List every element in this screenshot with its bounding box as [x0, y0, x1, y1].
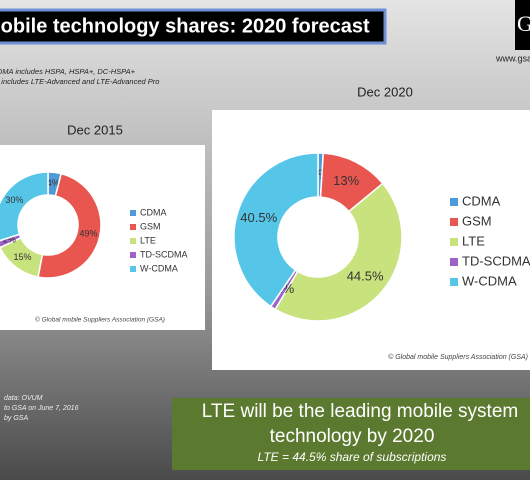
- value-label: 49%: [79, 228, 97, 238]
- slide-title: Mobile technology shares: 2020 forecast: [0, 15, 370, 37]
- value-label: 15%: [14, 252, 32, 262]
- callout-sub: LTE = 44.5% share of subscriptions: [258, 450, 447, 464]
- donut-slice: [37, 172, 102, 279]
- value-label: 44.5%: [347, 269, 384, 284]
- note: W-CDMA includes HSPA, HSPA+, DC-HSPA+: [0, 67, 136, 76]
- value-label: 13%: [333, 173, 359, 188]
- legend-swatch: [450, 198, 458, 206]
- credit: © Global mobile Suppliers Association (G…: [35, 316, 165, 324]
- legend-label: W-CDMA: [462, 273, 517, 288]
- legend-swatch: [450, 238, 458, 246]
- legend-label: CDMA: [140, 207, 167, 217]
- legend-swatch: [130, 238, 136, 244]
- legend-label: LTE: [462, 233, 485, 248]
- legend-label: W-CDMA: [140, 263, 178, 273]
- callout: technology by 2020: [270, 426, 435, 447]
- legend-swatch: [130, 210, 136, 216]
- legend-label: LTE: [140, 235, 156, 245]
- panel: [0, 145, 205, 330]
- value-label: 2%: [3, 235, 16, 245]
- note: LTE includes LTE-Advanced and LTE-Advanc…: [0, 77, 159, 86]
- donut-slice: [0, 171, 49, 242]
- chart-title: Dec 2020: [357, 84, 413, 99]
- legend-label: GSM: [462, 213, 492, 228]
- legend-label: GSM: [140, 221, 161, 231]
- callout: LTE will be the leading mobile system: [202, 401, 518, 422]
- logo-box: [515, 0, 530, 50]
- legend-swatch: [130, 266, 136, 272]
- logo: GS: [517, 11, 530, 36]
- value-label: 30%: [5, 195, 23, 205]
- legend-swatch: [130, 252, 136, 258]
- legend-label: TD-SCDMA: [462, 253, 530, 268]
- callout-box: [172, 398, 530, 470]
- legend-swatch: [450, 258, 458, 266]
- source: data: OVUM: [4, 395, 43, 402]
- value-label: 4%: [47, 178, 60, 188]
- url: www.gsacom.com: [495, 53, 530, 63]
- chart-title: Dec 2015: [67, 122, 123, 137]
- source: to GSA on June 7, 2016: [4, 405, 79, 412]
- credit: © Global mobile Suppliers Association (G…: [388, 353, 528, 361]
- donut-slice: [233, 152, 319, 308]
- legend-swatch: [450, 278, 458, 286]
- title-box: [0, 8, 387, 45]
- legend-swatch: [450, 218, 458, 226]
- donut-slice: [274, 182, 403, 322]
- value-label: 40.5%: [240, 210, 277, 225]
- source: by GSA: [4, 415, 28, 422]
- legend-label: TD-SCDMA: [140, 249, 188, 259]
- legend-label: CDMA: [462, 193, 501, 208]
- legend-swatch: [130, 224, 136, 230]
